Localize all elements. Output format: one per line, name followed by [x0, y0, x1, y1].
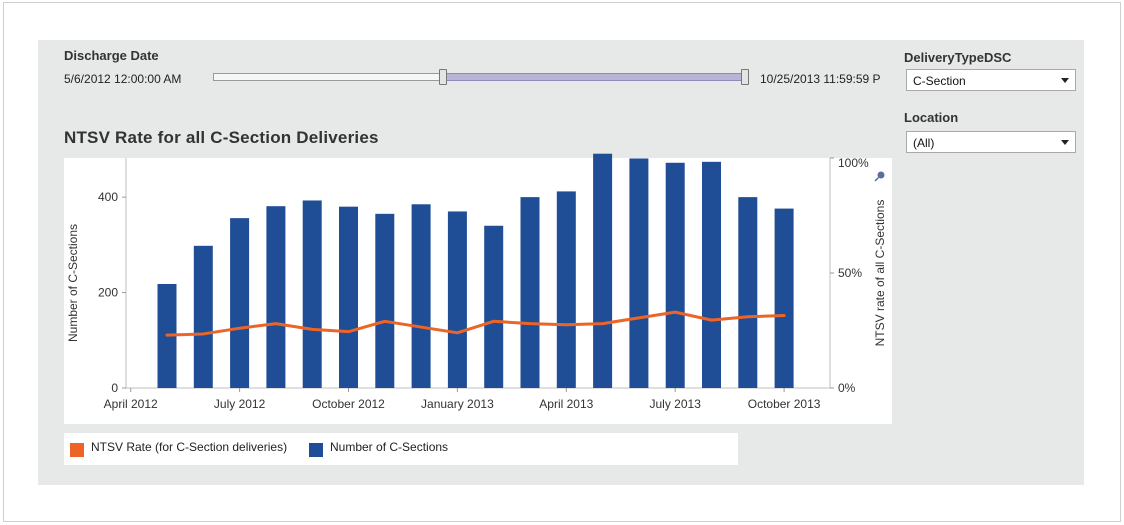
- ntsv-rate-point: [274, 322, 278, 325]
- ntsv-rate-point: [383, 320, 386, 323]
- delivery-type-select[interactable]: C-Section: [906, 69, 1076, 91]
- legend-label-ntsv-rate: NTSV Rate (for C-Section deliveries): [91, 440, 288, 454]
- bar: [302, 200, 322, 388]
- chevron-down-icon: [1061, 140, 1069, 145]
- y2-tick-label: 50%: [838, 266, 862, 280]
- ntsv-rate-point: [347, 330, 350, 333]
- date-range-start-handle[interactable]: [439, 69, 447, 85]
- ntsv-rate-point: [419, 325, 423, 329]
- ntsv-rate-point: [601, 322, 604, 325]
- ntsv-rate-point: [456, 331, 459, 334]
- bar: [738, 197, 758, 388]
- bar: [556, 191, 576, 388]
- bar: [193, 245, 213, 388]
- legend-swatch-ntsv-rate: [70, 443, 84, 457]
- date-range-end-handle[interactable]: [741, 69, 749, 85]
- y-tick-label: 400: [98, 190, 118, 204]
- bar: [665, 162, 685, 388]
- bar: [447, 211, 467, 388]
- location-value: (All): [913, 136, 935, 150]
- x-tick-label: January 2013: [421, 397, 494, 411]
- bar: [266, 206, 286, 388]
- location-label: Location: [904, 110, 959, 125]
- delivery-type-label: DeliveryTypeDSC: [904, 50, 1012, 65]
- x-tick-label: April 2013: [539, 397, 593, 411]
- discharge-date-end: 10/25/2013 11:59:59 P: [760, 72, 881, 86]
- x-tick-label: October 2012: [312, 397, 385, 411]
- location-select[interactable]: (All): [906, 131, 1076, 153]
- x-tick-label: July 2013: [650, 397, 702, 411]
- ntsv-rate-point: [565, 323, 568, 326]
- x-tick-label: October 2013: [748, 397, 821, 411]
- ntsv-rate-point: [746, 315, 749, 318]
- ntsv-rate-point: [238, 327, 241, 330]
- chart-title: NTSV Rate for all C-Section Deliveries: [64, 128, 379, 147]
- ntsv-rate-point: [674, 310, 677, 314]
- x-tick-label: July 2012: [214, 397, 266, 411]
- ntsv-rate-point: [311, 328, 314, 331]
- ntsv-rate-point: [492, 320, 495, 323]
- y-tick-label: 0: [111, 381, 118, 395]
- bar: [629, 158, 649, 388]
- ntsv-rate-point: [782, 314, 786, 317]
- delivery-type-value: C-Section: [913, 74, 966, 88]
- y2-tick-label: 100%: [838, 156, 869, 170]
- pin-icon[interactable]: [874, 170, 886, 182]
- y2-axis-title: NTSV rate of all C-Sections: [873, 200, 887, 347]
- bar: [702, 161, 721, 388]
- bar: [774, 208, 794, 388]
- y-tick-label: 200: [98, 286, 118, 300]
- ntsv-rate-point: [202, 332, 205, 336]
- legend-label-c-sections: Number of C-Sections: [330, 440, 449, 454]
- bar: [375, 213, 395, 388]
- ntsv-rate-point: [528, 322, 532, 325]
- bar: [339, 206, 358, 388]
- ntsv-rate-line: [165, 310, 786, 337]
- discharge-date-start: 5/6/2012 12:00:00 AM: [64, 72, 182, 86]
- discharge-date-label: Discharge Date: [64, 48, 159, 63]
- x-tick-label: April 2012: [104, 397, 158, 411]
- ntsv-rate-point: [710, 318, 713, 322]
- bar: [484, 225, 504, 388]
- legend-swatch-c-sections: [309, 443, 323, 457]
- bar: [230, 218, 250, 388]
- bar: [593, 153, 613, 388]
- chevron-down-icon: [1061, 78, 1069, 83]
- y2-tick-label: 0%: [838, 381, 856, 395]
- y-axis-title: Number of C-Sections: [66, 224, 80, 342]
- bar: [411, 204, 431, 388]
- bar: [520, 197, 540, 388]
- ntsv-rate-point: [165, 333, 169, 337]
- chart-legend: NTSV Rate (for C-Section deliveries) Num…: [64, 433, 738, 465]
- ntsv-rate-point: [637, 316, 641, 320]
